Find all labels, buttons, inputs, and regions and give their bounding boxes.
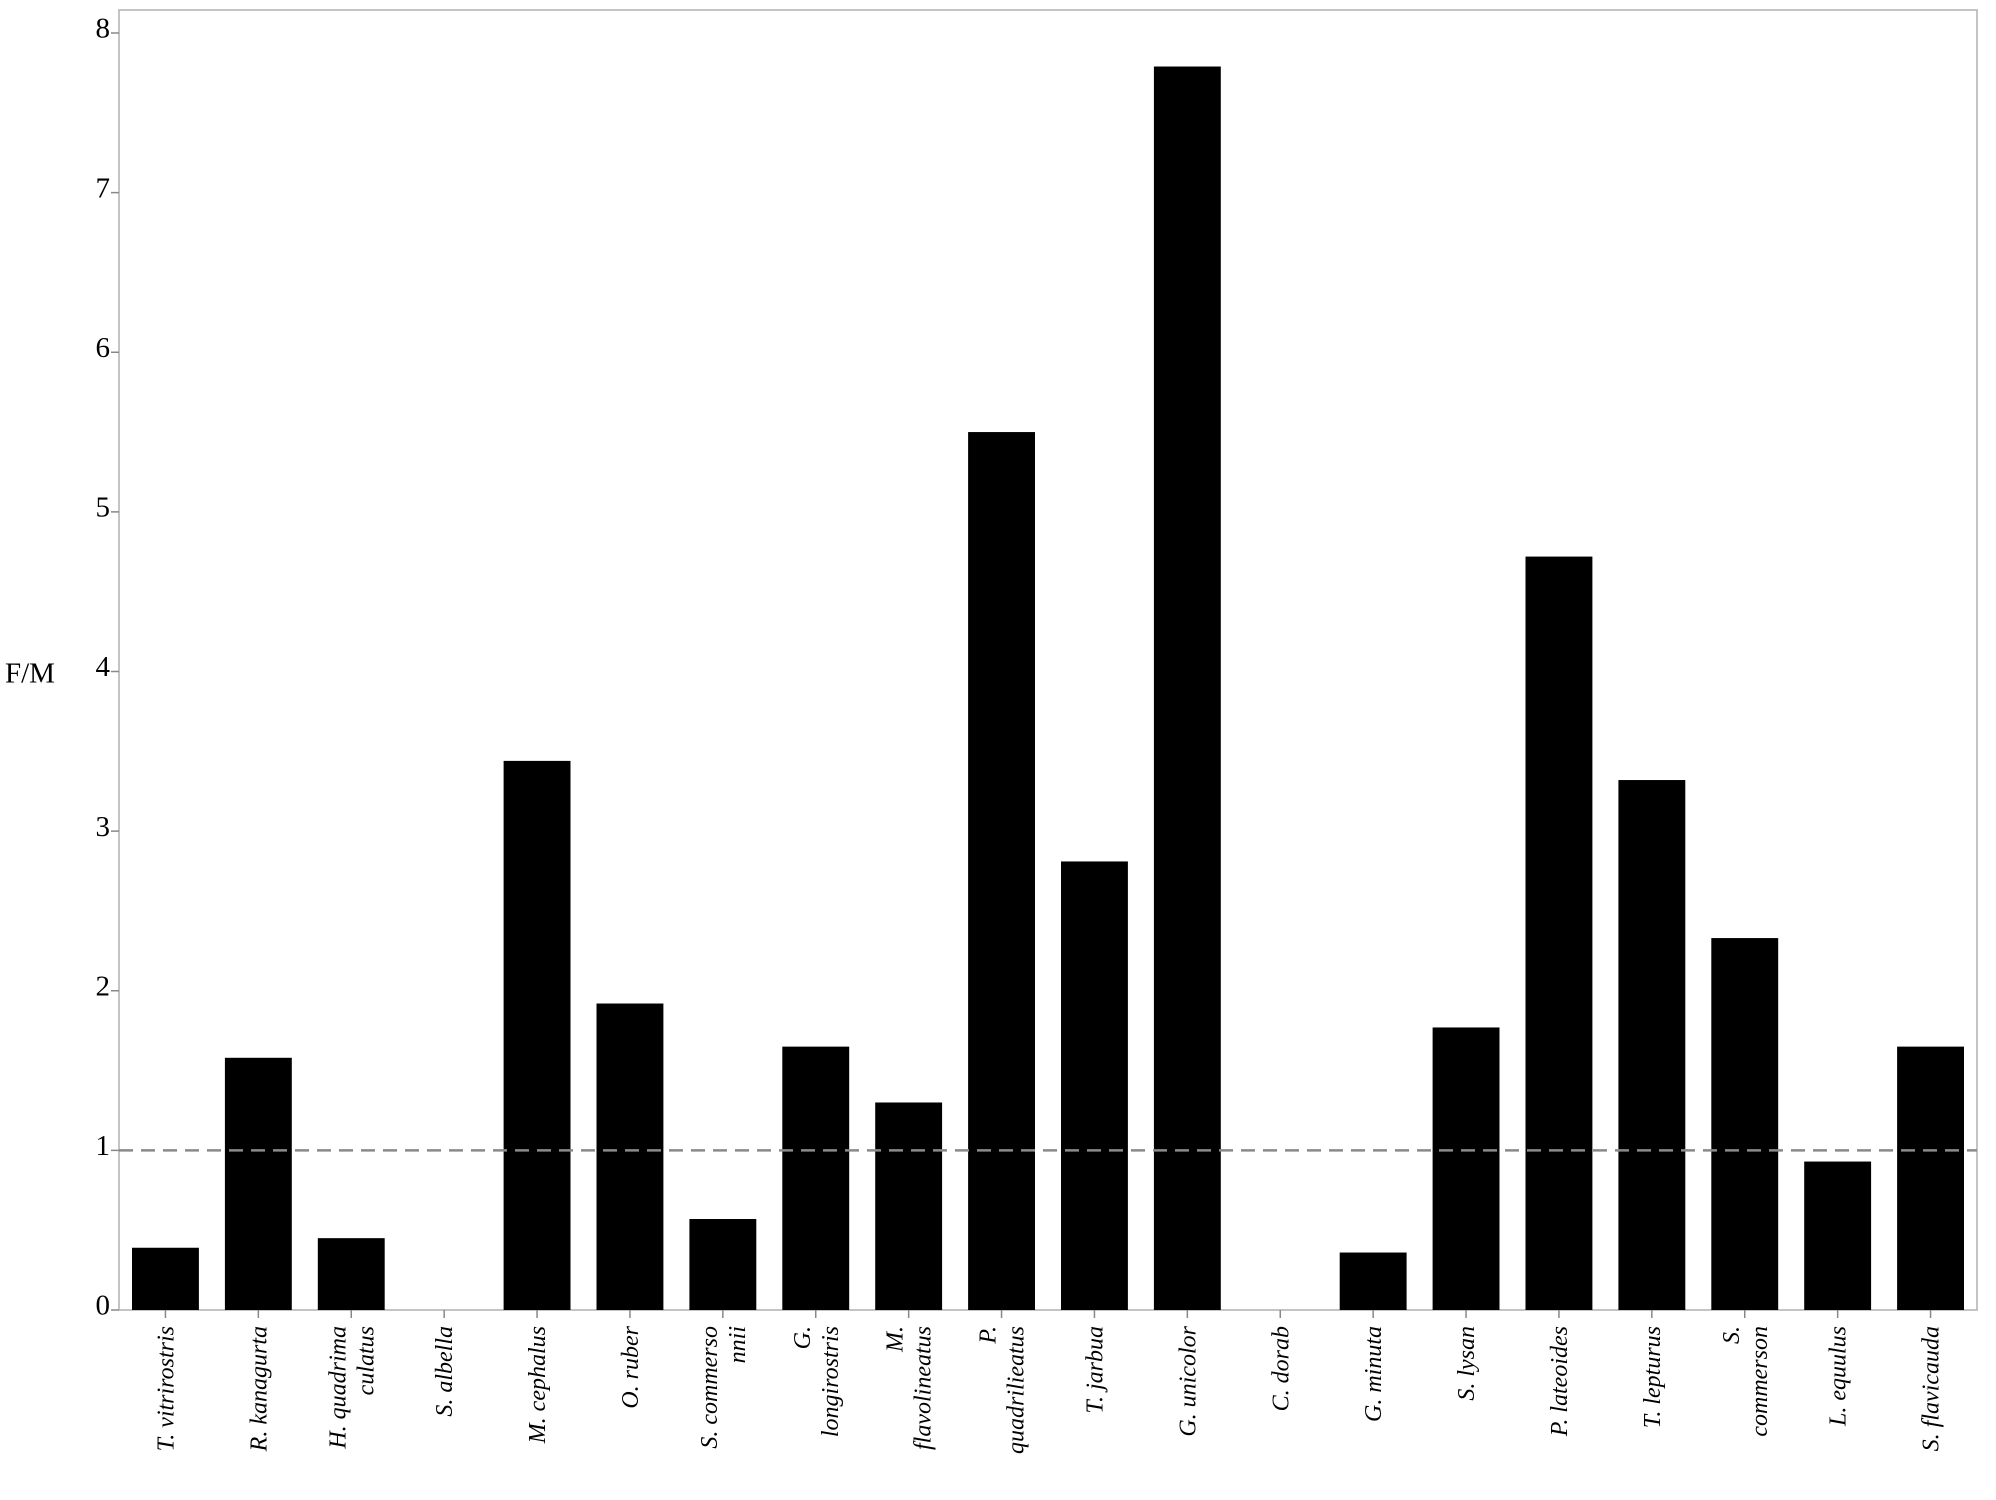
x-tick-label-line: S. bbox=[1719, 1326, 1745, 1344]
y-axis-label: F/M bbox=[5, 658, 55, 690]
x-tick-label-line: S. flavicauda bbox=[1919, 1326, 1945, 1451]
x-tick-label-line: M. cephalus bbox=[525, 1326, 551, 1444]
bar bbox=[689, 1219, 757, 1310]
x-tick-label: O. ruber bbox=[618, 1325, 644, 1408]
x-tick-label-line: G. bbox=[790, 1326, 816, 1349]
y-tick-label: 4 bbox=[96, 651, 111, 683]
bar bbox=[875, 1102, 943, 1310]
y-tick-label: 7 bbox=[96, 172, 111, 204]
x-tick-label-line: quadrilieatus bbox=[1004, 1326, 1030, 1454]
x-tick-label-line: S. albella bbox=[432, 1326, 458, 1417]
x-tick-label-line: P. lateoides bbox=[1547, 1326, 1573, 1437]
bar bbox=[1525, 556, 1593, 1310]
x-tick-label-line: T. jarbua bbox=[1082, 1326, 1108, 1414]
y-tick-label: 8 bbox=[96, 13, 111, 45]
bar bbox=[1339, 1252, 1407, 1310]
x-tick-label: S. commersonnii bbox=[697, 1326, 751, 1449]
x-tick-label: S.commerson bbox=[1719, 1326, 1773, 1437]
x-tick-label-line: T. lepturus bbox=[1640, 1326, 1666, 1428]
x-tick-label-line: T. vitrirostris bbox=[153, 1326, 179, 1451]
bar bbox=[1061, 861, 1128, 1310]
x-tick-label-line: P. bbox=[976, 1326, 1002, 1345]
x-tick-label-line: nnii bbox=[725, 1326, 751, 1363]
x-tick-label-line: S. commerso bbox=[697, 1326, 723, 1449]
bar bbox=[1618, 780, 1686, 1310]
x-tick-label: S. lysan bbox=[1454, 1326, 1480, 1401]
x-tick-label: G. minuta bbox=[1361, 1326, 1387, 1422]
x-tick-label: M.flavolineatus bbox=[883, 1326, 937, 1450]
x-tick-label: S. albella bbox=[432, 1326, 458, 1417]
bar bbox=[782, 1046, 850, 1310]
x-tick-label-line: longirostris bbox=[818, 1326, 844, 1437]
x-tick-label: H. quadrimaculatus bbox=[325, 1326, 379, 1450]
bar bbox=[596, 1003, 664, 1310]
plot-frame bbox=[118, 9, 1978, 1311]
x-tick-label: T. lepturus bbox=[1640, 1326, 1666, 1428]
bar bbox=[503, 760, 571, 1310]
x-tick-label-line: M. bbox=[883, 1326, 909, 1353]
y-tick-label: 2 bbox=[96, 970, 111, 1002]
y-tick-label: 0 bbox=[96, 1290, 111, 1322]
bar bbox=[1711, 938, 1779, 1310]
x-tick-label: T. vitrirostris bbox=[153, 1326, 179, 1451]
x-tick-label: P. lateoides bbox=[1547, 1326, 1573, 1437]
bar bbox=[317, 1238, 385, 1310]
x-tick-label-line: commerson bbox=[1747, 1326, 1773, 1437]
y-tick-label: 5 bbox=[96, 492, 111, 524]
x-tick-label: G.longirostris bbox=[790, 1326, 844, 1437]
x-tick-label: C. dorab bbox=[1268, 1326, 1294, 1411]
y-tick-label: 6 bbox=[96, 332, 111, 364]
x-tick-label-line: G. minuta bbox=[1361, 1326, 1387, 1422]
x-tick-label: P.quadrilieatus bbox=[976, 1326, 1030, 1454]
x-tick-label: M. cephalus bbox=[525, 1326, 551, 1444]
x-tick-label-line: R. kanagurta bbox=[246, 1326, 272, 1452]
x-tick-label: S. flavicauda bbox=[1919, 1326, 1945, 1451]
y-tick-label: 1 bbox=[96, 1130, 111, 1162]
x-tick-label-line: culatus bbox=[353, 1326, 379, 1395]
x-tick-label-line: L. equulus bbox=[1826, 1326, 1852, 1427]
bar bbox=[1432, 1027, 1500, 1310]
bar bbox=[1804, 1161, 1872, 1310]
bar bbox=[1153, 66, 1221, 1311]
x-tick-label-line: H. quadrima bbox=[325, 1326, 351, 1450]
x-tick-label-line: C. dorab bbox=[1268, 1326, 1294, 1411]
x-tick-label-line: G. unicolor bbox=[1175, 1325, 1201, 1436]
x-tick-label: T. jarbua bbox=[1082, 1326, 1108, 1414]
y-tick-label: 3 bbox=[96, 811, 111, 843]
bar bbox=[132, 1247, 199, 1310]
bar bbox=[224, 1057, 292, 1310]
bar bbox=[968, 432, 1035, 1310]
x-tick-label-line: O. ruber bbox=[618, 1325, 644, 1408]
x-tick-label-line: S. lysan bbox=[1454, 1326, 1480, 1401]
bar bbox=[1897, 1046, 1964, 1310]
x-tick-label-line: flavolineatus bbox=[911, 1326, 937, 1450]
x-tick-label: L. equulus bbox=[1826, 1326, 1852, 1427]
x-tick-label: R. kanagurta bbox=[246, 1326, 272, 1452]
x-tick-label: G. unicolor bbox=[1175, 1325, 1201, 1436]
